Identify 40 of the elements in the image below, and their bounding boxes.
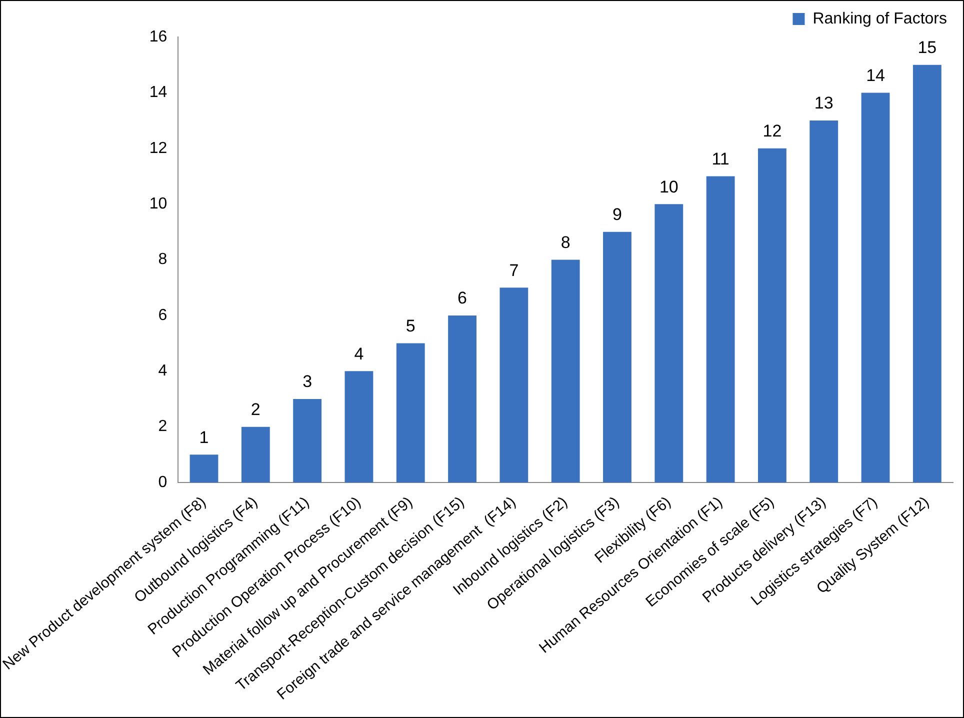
y-tick-label: 4	[158, 362, 168, 380]
bar	[551, 260, 580, 483]
y-tick-label: 12	[149, 140, 168, 157]
data-label: 9	[612, 205, 622, 224]
bar	[758, 148, 786, 483]
data-label: 3	[302, 372, 312, 392]
y-tick-label: 10	[149, 195, 168, 212]
y-tick-label: 8	[158, 251, 168, 268]
data-label: 1	[199, 428, 209, 447]
bar	[448, 315, 476, 483]
bar	[912, 64, 942, 483]
y-tick-label: 0	[158, 474, 168, 491]
data-label: 15	[918, 38, 937, 58]
data-label: 8	[560, 232, 570, 252]
bar	[344, 371, 374, 483]
bar	[500, 288, 528, 483]
data-label: 13	[814, 94, 834, 113]
bar	[706, 176, 735, 483]
bar	[396, 343, 425, 483]
legend-label: Ranking of Factors	[812, 10, 947, 28]
bar	[190, 454, 218, 483]
data-label: 6	[458, 288, 468, 308]
bar	[241, 426, 270, 483]
y-tick-label: 6	[158, 306, 168, 324]
bar	[603, 232, 632, 483]
y-tick-label: 2	[158, 418, 168, 436]
data-label: 11	[712, 149, 730, 168]
y-tick-label: 14	[149, 84, 168, 102]
data-label: 7	[509, 260, 519, 280]
y-tick-label: 16	[149, 28, 168, 46]
data-label: 14	[866, 66, 885, 85]
bar	[654, 204, 684, 483]
data-label: 2	[250, 400, 260, 420]
bar	[861, 92, 890, 483]
data-label: 10	[659, 177, 678, 196]
bar	[810, 120, 838, 483]
bar	[293, 398, 322, 483]
data-label: 4	[354, 344, 364, 364]
data-label: 5	[406, 316, 416, 336]
data-label: 12	[762, 122, 782, 141]
